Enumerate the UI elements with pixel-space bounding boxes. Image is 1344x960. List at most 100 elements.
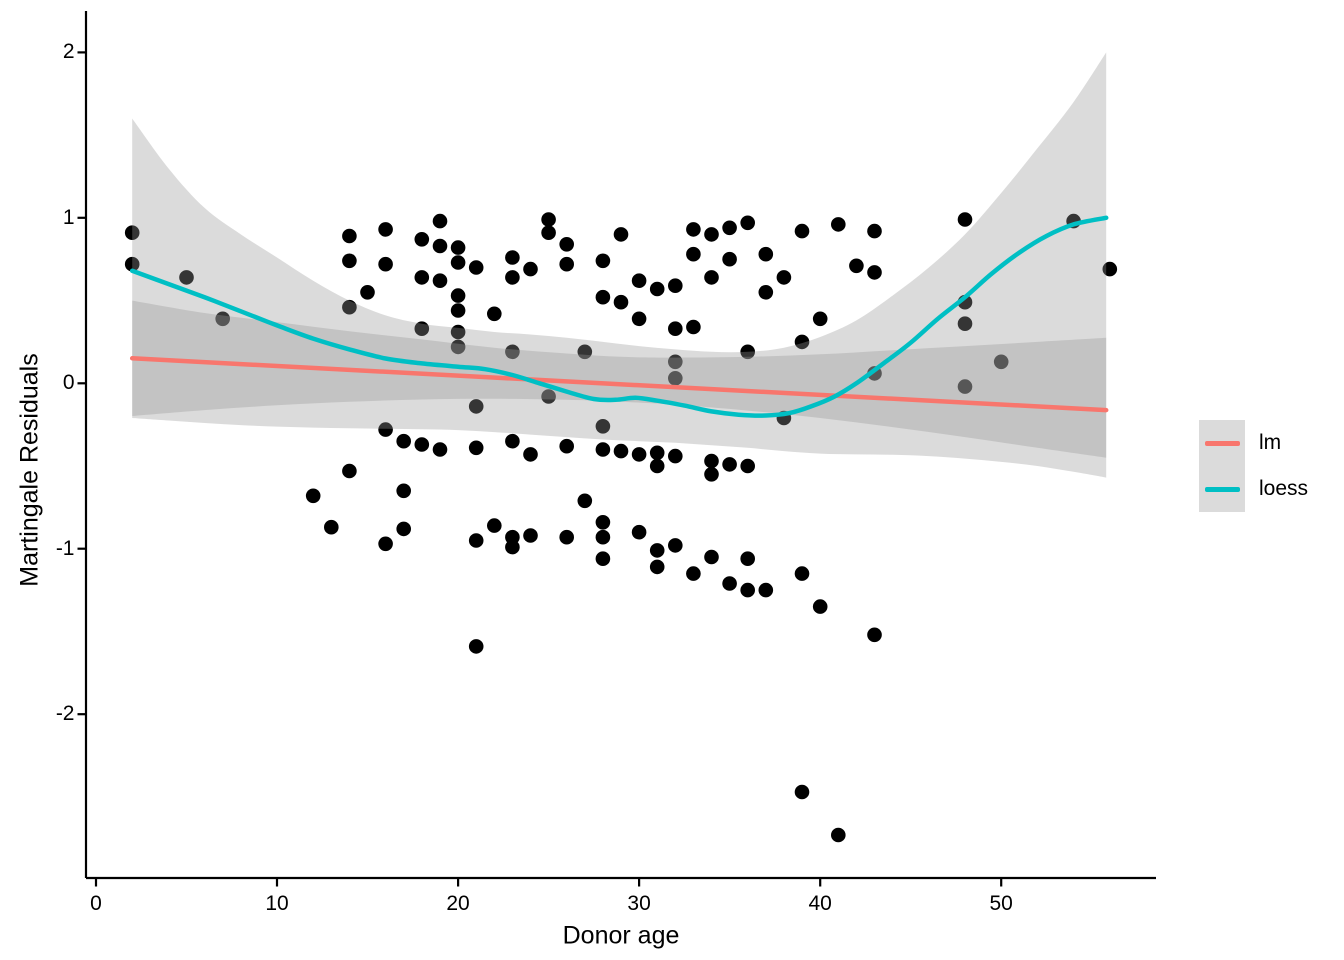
data-point bbox=[595, 515, 611, 530]
lm-line-icon bbox=[1204, 440, 1240, 446]
data-point bbox=[794, 223, 810, 239]
data-point bbox=[450, 324, 466, 340]
data-point bbox=[758, 285, 774, 300]
data-point bbox=[740, 458, 755, 474]
data-point bbox=[324, 519, 339, 535]
data-point bbox=[559, 438, 574, 454]
data-point bbox=[468, 639, 484, 654]
data-point bbox=[450, 339, 466, 355]
data-point bbox=[867, 627, 882, 643]
data-point bbox=[595, 551, 611, 566]
data-point bbox=[378, 222, 393, 237]
data-point bbox=[631, 524, 647, 540]
data-point bbox=[342, 228, 357, 244]
loess-line bbox=[129, 215, 1109, 418]
data-point bbox=[378, 256, 393, 272]
data-point bbox=[1102, 261, 1118, 277]
data-point bbox=[523, 447, 538, 462]
data-point bbox=[305, 488, 321, 504]
data-point bbox=[649, 445, 665, 461]
data-point bbox=[831, 217, 846, 232]
data-point bbox=[849, 258, 864, 274]
data-point bbox=[559, 237, 574, 252]
data-point bbox=[505, 344, 520, 360]
x-tick-label: 20 bbox=[446, 892, 470, 915]
x-axis-title: Donor age bbox=[562, 921, 680, 950]
data-point bbox=[378, 422, 393, 437]
data-point bbox=[450, 303, 466, 318]
data-point bbox=[124, 225, 140, 240]
data-point bbox=[722, 220, 737, 236]
y-tick-label: 0 bbox=[62, 371, 75, 395]
data-point bbox=[649, 281, 665, 297]
data-point bbox=[414, 232, 430, 247]
y-tick-label: 2 bbox=[62, 40, 75, 64]
data-point bbox=[668, 538, 683, 553]
data-point bbox=[215, 311, 230, 327]
data-point bbox=[867, 265, 882, 280]
data-point bbox=[468, 533, 484, 548]
y-tick-label: -1 bbox=[55, 536, 75, 560]
data-point bbox=[613, 443, 629, 459]
data-point bbox=[468, 399, 484, 414]
data-point bbox=[396, 483, 412, 499]
data-point bbox=[378, 536, 393, 552]
data-point bbox=[831, 827, 846, 843]
x-tick-label: 40 bbox=[808, 892, 832, 915]
confidence-band-lm bbox=[132, 300, 1107, 458]
data-point bbox=[577, 493, 593, 509]
data-point bbox=[704, 270, 719, 285]
y-tick-label: -2 bbox=[55, 702, 75, 726]
data-point bbox=[487, 518, 502, 533]
data-point bbox=[468, 440, 484, 456]
x-tick-label: 0 bbox=[90, 892, 102, 915]
x-tick-label: 50 bbox=[989, 892, 1013, 915]
data-point bbox=[722, 457, 737, 472]
data-point bbox=[396, 521, 412, 537]
data-point bbox=[957, 316, 973, 332]
data-point bbox=[794, 566, 810, 581]
confidence-band-loess bbox=[132, 52, 1107, 478]
data-point bbox=[722, 251, 737, 267]
legend-label-lm: lm bbox=[1259, 431, 1282, 454]
legend-label-loess: loess bbox=[1259, 477, 1309, 500]
data-point bbox=[432, 238, 448, 254]
data-point bbox=[631, 311, 647, 327]
legend: lm loess bbox=[1199, 420, 1308, 512]
data-point bbox=[704, 467, 719, 482]
data-point bbox=[631, 273, 647, 289]
legend-item-lm: lm bbox=[1199, 420, 1308, 466]
data-point bbox=[668, 321, 683, 337]
data-point bbox=[559, 256, 574, 272]
data-point bbox=[686, 566, 701, 581]
data-point bbox=[668, 354, 683, 370]
data-point bbox=[577, 344, 593, 360]
data-point bbox=[450, 255, 466, 270]
x-tick-label: 30 bbox=[627, 892, 651, 915]
data-point bbox=[631, 447, 647, 462]
lm-line bbox=[129, 356, 1109, 413]
data-point bbox=[505, 539, 520, 555]
data-point bbox=[758, 582, 774, 598]
data-point bbox=[649, 543, 665, 558]
loess-line-icon bbox=[1204, 486, 1240, 492]
data-point bbox=[450, 240, 466, 255]
data-point bbox=[794, 784, 810, 800]
data-point bbox=[704, 453, 719, 469]
data-point bbox=[414, 321, 430, 337]
data-point bbox=[686, 246, 701, 262]
data-point bbox=[686, 319, 701, 335]
data-point bbox=[505, 250, 520, 265]
data-point bbox=[668, 278, 683, 294]
data-point bbox=[523, 528, 538, 543]
data-point bbox=[704, 549, 719, 565]
data-point bbox=[812, 311, 828, 327]
data-point bbox=[432, 213, 448, 229]
data-point bbox=[342, 299, 357, 315]
data-point bbox=[595, 529, 611, 545]
data-point bbox=[505, 270, 520, 285]
legend-key-lm bbox=[1199, 420, 1245, 466]
legend-item-loess: loess bbox=[1199, 466, 1308, 512]
